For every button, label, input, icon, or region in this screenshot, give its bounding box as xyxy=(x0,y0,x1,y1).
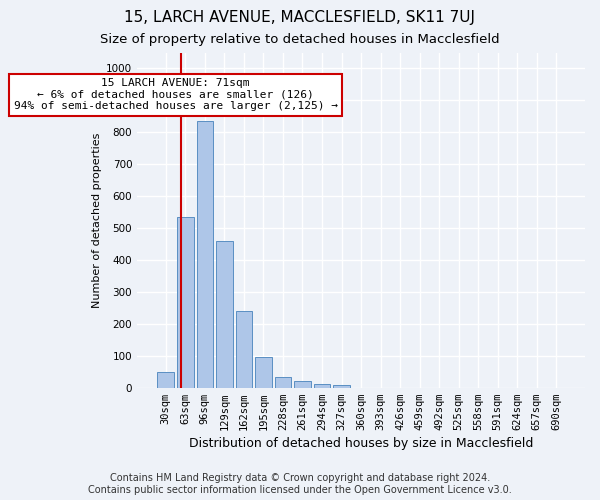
X-axis label: Distribution of detached houses by size in Macclesfield: Distribution of detached houses by size … xyxy=(189,437,533,450)
Bar xyxy=(236,311,252,388)
Text: 15, LARCH AVENUE, MACCLESFIELD, SK11 7UJ: 15, LARCH AVENUE, MACCLESFIELD, SK11 7UJ xyxy=(125,10,476,25)
Text: Contains HM Land Registry data © Crown copyright and database right 2024.
Contai: Contains HM Land Registry data © Crown c… xyxy=(88,474,512,495)
Bar xyxy=(275,376,291,388)
Text: Size of property relative to detached houses in Macclesfield: Size of property relative to detached ho… xyxy=(100,32,500,46)
Bar xyxy=(314,384,330,388)
Bar xyxy=(157,372,174,388)
Bar xyxy=(333,385,350,388)
Bar xyxy=(294,380,311,388)
Bar xyxy=(197,121,213,388)
Y-axis label: Number of detached properties: Number of detached properties xyxy=(92,132,102,308)
Text: 15 LARCH AVENUE: 71sqm
← 6% of detached houses are smaller (126)
94% of semi-det: 15 LARCH AVENUE: 71sqm ← 6% of detached … xyxy=(14,78,338,111)
Bar xyxy=(255,356,272,388)
Bar xyxy=(216,241,233,388)
Bar xyxy=(177,217,194,388)
